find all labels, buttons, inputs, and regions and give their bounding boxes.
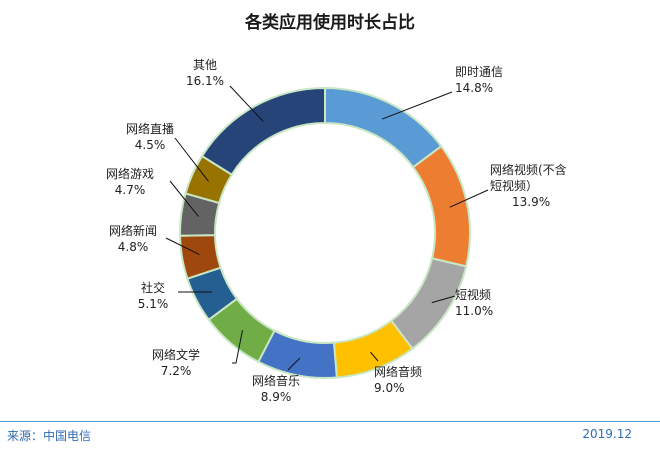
slice-label: 即时通信 14.8% xyxy=(455,65,503,95)
leader-line xyxy=(449,189,489,208)
leader-line xyxy=(169,180,199,217)
slice-label: 网络直播 4.5% xyxy=(126,121,174,152)
leader-line xyxy=(381,91,453,120)
slice-label: 其他 16.1% xyxy=(186,58,224,88)
slice-label: 网络游戏 4.7% xyxy=(106,166,154,197)
slice-label: 短视频 11.0% xyxy=(455,287,493,318)
donut-slice xyxy=(200,86,326,177)
donut-slice xyxy=(411,144,471,268)
footer-divider xyxy=(0,421,660,422)
leader-line xyxy=(229,85,264,122)
slice-label: 社交 5.1% xyxy=(138,280,169,311)
donut-slice xyxy=(324,86,443,169)
chart-title: 各类应用使用时长占比 xyxy=(245,13,415,33)
leader-line xyxy=(165,237,200,255)
slice-label: 网络视频(不含短视频） 13.9% xyxy=(490,162,567,209)
date-note: 2019.12 xyxy=(582,427,632,441)
leader-line xyxy=(370,351,379,362)
leader-line xyxy=(174,137,209,182)
leader-line xyxy=(232,330,243,364)
slice-label: 网络音频 9.0% xyxy=(374,364,422,395)
leader-line xyxy=(431,295,456,304)
slice-label: 网络文学 7.2% xyxy=(152,347,200,378)
source-note: 来源：中国电信 xyxy=(7,429,92,443)
slice-label: 网络新闻 4.8% xyxy=(109,223,157,254)
slice-label: 网络音乐 8.9% xyxy=(252,373,300,404)
donut-chart: 即时通信 14.8% 网络视频(不含短视频） 13.9% 短视频 11.0% 网络音频 9.0… xyxy=(106,58,567,404)
leader-line xyxy=(287,357,301,371)
